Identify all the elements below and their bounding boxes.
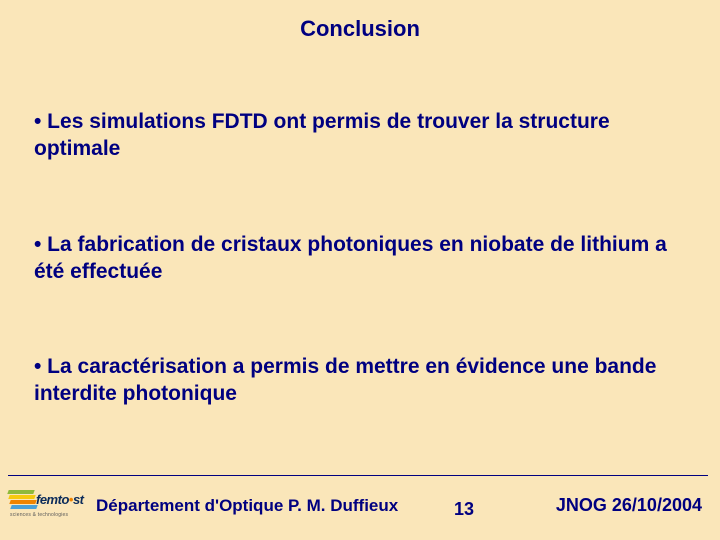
slide: Conclusion • Les simulations FDTD ont pe…: [0, 0, 720, 540]
bullet-item: • La fabrication de cristaux photoniques…: [34, 231, 686, 286]
logo-stripe: [7, 490, 34, 494]
page-number: 13: [454, 499, 474, 520]
logo-subtitle: sciences & technologies: [10, 512, 68, 518]
logo-stripe: [9, 500, 36, 504]
logo-text-suffix: st: [73, 492, 84, 507]
footer-divider: [8, 475, 708, 476]
logo-text-main: femto: [36, 492, 69, 507]
logo-stripe: [10, 505, 37, 509]
footer-department: Département d'Optique P. M. Duffieux: [96, 496, 398, 516]
footer-conference: JNOG 26/10/2004: [556, 495, 702, 516]
logo-text: femto•st: [36, 492, 84, 507]
slide-title: Conclusion: [0, 16, 720, 42]
bullet-item: • Les simulations FDTD ont permis de tro…: [34, 108, 686, 163]
logo-stripe: [8, 495, 35, 499]
bullet-item: • La caractérisation a permis de mettre …: [34, 353, 686, 408]
bullet-list: • Les simulations FDTD ont permis de tro…: [34, 108, 686, 476]
femto-st-logo: femto•st sciences & technologies: [8, 490, 86, 524]
logo-stripes-icon: [8, 490, 36, 512]
footer: femto•st sciences & technologies Départe…: [0, 484, 720, 540]
